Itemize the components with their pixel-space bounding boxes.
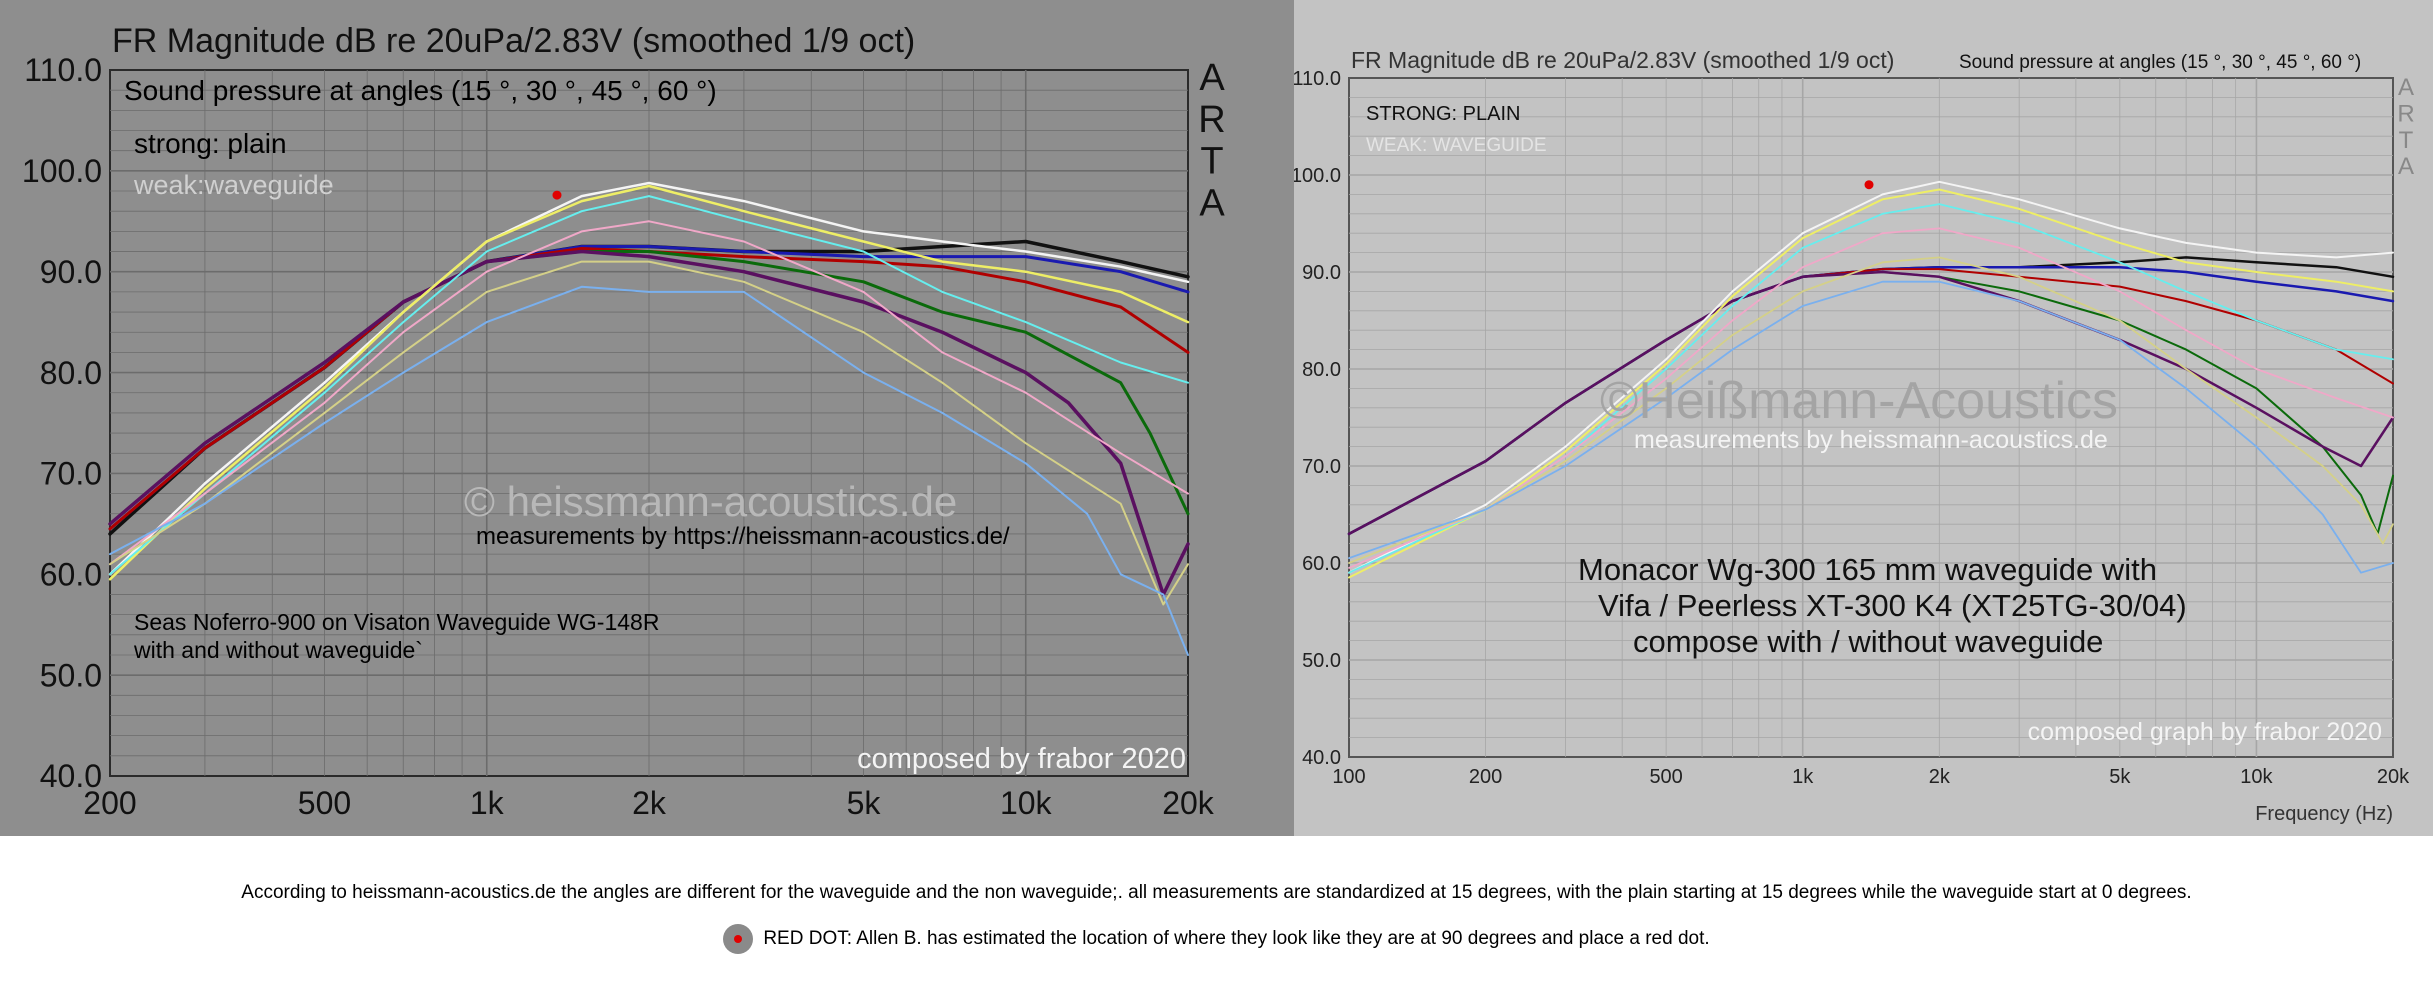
x-tick-label: 20k [2377,766,2410,788]
series-line-lightblue [109,285,1189,656]
arta-label-letter: R [1198,99,1225,141]
x-tick-label: 10k [2240,766,2273,788]
y-tick-label: 110.0 [1294,68,1341,90]
series-line-khaki [1348,256,2394,564]
arta-label-letter: A [2398,153,2414,180]
y-tick-label: 70.0 [40,456,102,492]
arta-label-letter: A [2398,74,2414,101]
annotation-model-line3: compose with / without waveguide [1633,624,2103,659]
x-tick-label: 2k [632,785,667,821]
x-tick-label: 200 [83,785,136,821]
chart-title: FR Magnitude dB re 20uPa/2.83V (smoothed… [112,22,915,60]
x-tick-label: 1k [470,785,505,821]
annotation-model-line2: with and without waveguide` [133,637,423,663]
x-tick-label: 5k [847,785,882,821]
annotation-angles: Sound pressure at angles (15 °, 30 °, 45… [1959,52,2361,73]
arta-label-letter: A [1199,182,1225,224]
y-tick-label: 70.0 [1302,456,1341,478]
annotation-measurements: measurements by heissmann-acoustics.de [1634,426,2108,454]
annotation-strong: strong: plain [134,128,287,159]
chart-title: FR Magnitude dB re 20uPa/2.83V (smoothed… [1351,47,1894,73]
series-line-pink [1348,227,2394,569]
y-tick-label: 60.0 [1302,553,1341,575]
y-tick-label: 40.0 [40,758,102,794]
series-line-cyan [1348,203,2394,574]
y-tick-label: 80.0 [40,355,102,391]
left-frequency-response-chart: 40.0 50.0 60.0 70.0 80.0 90.0 100.0 110.0 200 500… [22,22,1226,821]
series-line-purple [1347,270,2395,536]
annotation-watermark: © heissmann-acoustics.de [464,478,957,525]
series-line-lightblue [1348,280,2394,574]
annotation-composed: composed graph by frabor 2020 [2028,718,2382,746]
x-tick-label: 200 [1469,766,1502,788]
x-tick-label: 10k [1000,785,1053,821]
series-line-yellow [108,184,1190,581]
annotation-model-line2: Vifa / Peerless XT-300 K4 (XT25TG-30/04) [1598,588,2187,623]
red-dot-marker [1864,180,1874,190]
right-frequency-response-chart: 40.0 50.0 60.0 70.0 80.0 90.0 100.0 110.0 100 200… [1294,47,2415,825]
red-dot-marker [552,190,562,200]
y-tick-label: 50.0 [40,657,102,693]
annotation-strong: STRONG: PLAIN [1366,103,1520,125]
x-tick-label: 5k [2109,766,2131,788]
series-line-yellow [1348,188,2394,579]
arta-label-letter: A [1199,57,1225,99]
annotation-composed: composed by frabor 2020 [857,743,1186,775]
y-tick-label: 40.0 [1302,747,1341,769]
x-tick-label: 500 [1649,766,1682,788]
y-tick-label: 90.0 [1302,262,1341,284]
y-tick-label: 50.0 [1302,650,1341,672]
x-tick-label: 100 [1332,766,1365,788]
arta-label-letter: R [2397,100,2414,127]
annotation-weak: WEAK: WAVEGUIDE [1366,135,1547,156]
x-tick-label: 20k [1162,785,1215,821]
series-line-white [108,181,1190,576]
x-axis-label: Frequency (Hz) [2255,803,2393,825]
footer-red-dot-note: RED DOT: Allen B. has estimated the loca… [0,924,2433,954]
right-chart-panel: 40.0 50.0 60.0 70.0 80.0 90.0 100.0 110.0 100 200… [1294,0,2433,836]
annotation-model-line1: Seas Noferro-900 on Visaton Waveguide WG… [134,609,659,635]
arta-label-letter: T [2399,127,2414,154]
series-line-cyan [109,195,1189,576]
x-tick-label: 1k [1792,766,1814,788]
red-dot-icon [723,924,754,954]
x-tick-label: 500 [298,785,351,821]
footer-note: According to heissmann-acoustics.de the … [241,882,2192,903]
y-tick-label: 100.0 [22,153,102,189]
y-tick-label: 90.0 [40,254,102,290]
y-tick-label: 60.0 [40,556,102,592]
x-tick-label: 2k [1929,766,1951,788]
annotation-model-line1: Monacor Wg-300 165 mm waveguide with [1578,552,2157,587]
series-line-pink [109,220,1189,566]
y-tick-label: 100.0 [1294,165,1341,187]
arta-label-letter: T [1200,141,1223,183]
y-tick-label: 110.0 [24,52,102,88]
left-chart-panel: 40.0 50.0 60.0 70.0 80.0 90.0 100.0 110.0 200 500… [0,0,1294,836]
red-dot-note-text: RED DOT: Allen B. has estimated the loca… [763,928,1710,950]
annotation-measurements: measurements by https://heissmann-acoust… [476,523,1010,550]
annotation-watermark: ©Heißmann-Acoustics [1600,372,2118,430]
series-line-khaki [109,260,1189,606]
annotation-angles: Sound pressure at angles (15 °, 30 °, 45… [124,75,717,106]
annotation-weak: weak:waveguide [133,170,334,200]
series-line-white [1348,180,2394,574]
y-tick-label: 80.0 [1302,359,1341,381]
